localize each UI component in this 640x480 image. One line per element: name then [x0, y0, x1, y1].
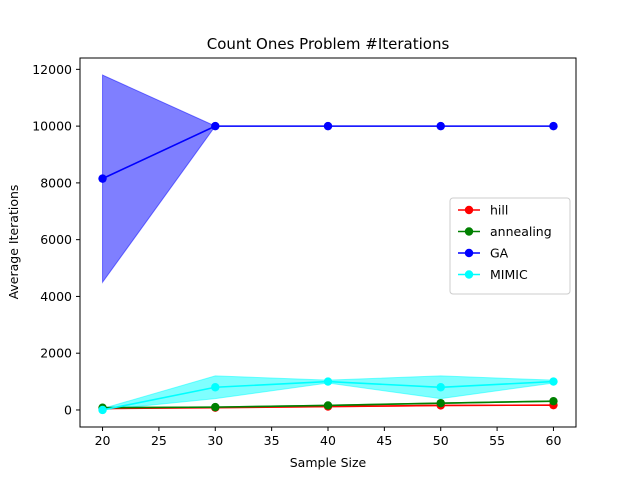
point-ga — [211, 121, 220, 131]
x-axis-label: Sample Size — [290, 455, 367, 470]
point-mimic — [211, 383, 220, 392]
chart-title: Count Ones Problem #Iterations — [207, 35, 450, 53]
legend-label: hill — [490, 203, 508, 218]
x-tick-label: 40 — [320, 433, 336, 448]
x-tick-label: 20 — [95, 433, 111, 448]
legend-marker — [464, 205, 474, 215]
series-lines — [98, 121, 558, 415]
point-ga — [436, 121, 445, 131]
y-tick-label: 6000 — [40, 232, 72, 247]
x-axis: 20 25 30 35 40 45 50 55 60 — [95, 427, 562, 448]
legend: hill annealing GA MIMIC — [449, 197, 571, 295]
y-tick-label: 0 — [64, 402, 72, 417]
x-tick-label: 25 — [151, 433, 167, 448]
legend-marker — [464, 248, 474, 258]
x-tick-label: 35 — [264, 433, 280, 448]
x-tick-label: 30 — [207, 433, 223, 448]
legend-label: GA — [490, 246, 509, 261]
point-annealing — [323, 401, 333, 410]
x-tick-label: 60 — [546, 433, 562, 448]
point-annealing — [436, 398, 445, 408]
point-ga — [98, 174, 107, 183]
legend-frame — [449, 197, 571, 295]
x-tick-label: 50 — [433, 433, 449, 448]
point-mimic — [98, 405, 107, 415]
y-tick-label: 2000 — [40, 346, 72, 361]
point-mimic — [549, 377, 558, 386]
point-mimic — [436, 383, 445, 392]
x-tick-label: 55 — [489, 433, 505, 448]
point-ga — [323, 121, 333, 131]
y-tick-label: 8000 — [40, 175, 72, 190]
legend-label: annealing — [490, 224, 552, 239]
point-mimic — [323, 377, 333, 386]
x-tick-label: 45 — [376, 433, 392, 448]
point-annealing — [549, 396, 558, 406]
legend-marker — [464, 270, 474, 279]
y-axis: 0 2000 4000 6000 8000 10000 12000 — [32, 62, 80, 417]
legend-label: MIMIC — [490, 267, 528, 282]
y-tick-label: 10000 — [32, 119, 72, 134]
point-ga — [549, 121, 558, 131]
y-tick-label: 12000 — [32, 62, 72, 77]
y-axis-label: Average Iterations — [6, 185, 21, 300]
y-tick-label: 4000 — [40, 289, 72, 304]
point-annealing — [211, 402, 220, 412]
legend-marker — [464, 227, 474, 236]
